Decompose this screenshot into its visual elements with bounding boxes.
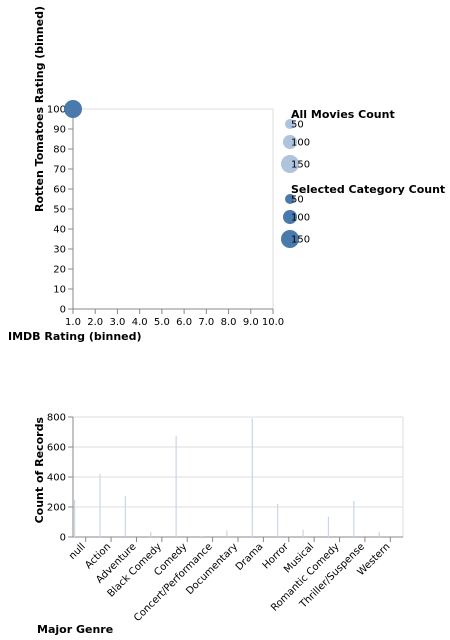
legend-symbol — [285, 119, 295, 129]
bar — [327, 516, 330, 537]
y-tick-label: 0 — [60, 305, 66, 316]
x-tick-label: 2.0 — [87, 317, 103, 328]
y-tick-label: 200 — [47, 503, 66, 514]
legend-label: 150 — [291, 235, 310, 246]
legend-label: 50 — [291, 195, 304, 206]
x-tick-label: 3.0 — [109, 317, 125, 328]
scatter-chart: 1.0 2.0 3.0 4.0 5.0 6.0 7.0 8.0 9.0 10.0 0 10 20 30 40… — [8, 6, 284, 343]
y-tick-label: 60 — [53, 185, 66, 196]
y-tick-label: 20 — [53, 265, 66, 276]
x-axis-title: Major Genre — [37, 623, 113, 636]
y-tick-label: 30 — [53, 245, 66, 256]
x-tick-label: null — [67, 541, 88, 562]
x-tick-label: 9.0 — [243, 317, 259, 328]
legend-label: 50 — [291, 120, 304, 131]
bar — [302, 529, 304, 537]
legend-label: 150 — [291, 160, 310, 171]
bar — [378, 531, 380, 537]
x-tick-label: 10.0 — [262, 317, 284, 328]
bar — [200, 536, 203, 537]
bar — [150, 531, 152, 537]
legend-symbol — [283, 135, 297, 149]
bar — [226, 530, 228, 537]
bar — [277, 504, 279, 537]
legend-title: Selected Category Count — [291, 183, 445, 196]
x-tick-label: Drama — [234, 541, 266, 573]
x-tick-label: 7.0 — [198, 317, 214, 328]
y-tick-label: 80 — [53, 145, 66, 156]
x-tick-label: 4.0 — [132, 317, 148, 328]
y-tick-label: 100 — [47, 105, 66, 116]
y-tick-label: 50 — [53, 205, 66, 216]
legend-label: 100 — [291, 138, 310, 149]
y-tick-label: 400 — [47, 473, 66, 484]
legend-symbol — [285, 194, 295, 204]
plot-frame — [72, 108, 274, 310]
y-axis-title: Count of Records — [33, 417, 46, 524]
bar — [353, 501, 355, 537]
x-tick-label: 1.0 — [65, 317, 81, 328]
y-tick-label: 600 — [47, 443, 66, 454]
y-tick-label: 40 — [53, 225, 66, 236]
x-tick-label: 6.0 — [176, 317, 192, 328]
legend-title: All Movies Count — [291, 108, 395, 121]
bar — [124, 495, 126, 537]
x-tick-label: 8.0 — [221, 317, 237, 328]
legend-symbol — [281, 155, 299, 173]
y-axis-title: Rotten Tomatoes Rating (binned) — [33, 6, 46, 212]
scatter-point — [64, 100, 82, 118]
legend-symbol — [281, 230, 299, 248]
x-tick-label: 5.0 — [154, 317, 170, 328]
bar — [175, 435, 177, 537]
y-tick-label: 0 — [60, 533, 66, 544]
y-tick-label: 70 — [53, 165, 66, 176]
y-tick-label: 800 — [47, 413, 66, 424]
x-axis-title: IMDB Rating (binned) — [8, 330, 142, 343]
bar — [251, 418, 253, 537]
y-tick-label: 10 — [53, 285, 66, 296]
legend-label: 100 — [291, 213, 310, 224]
y-tick-label: 90 — [53, 125, 66, 136]
legend-symbol — [283, 210, 297, 224]
bar — [99, 474, 101, 537]
bar — [74, 500, 76, 537]
